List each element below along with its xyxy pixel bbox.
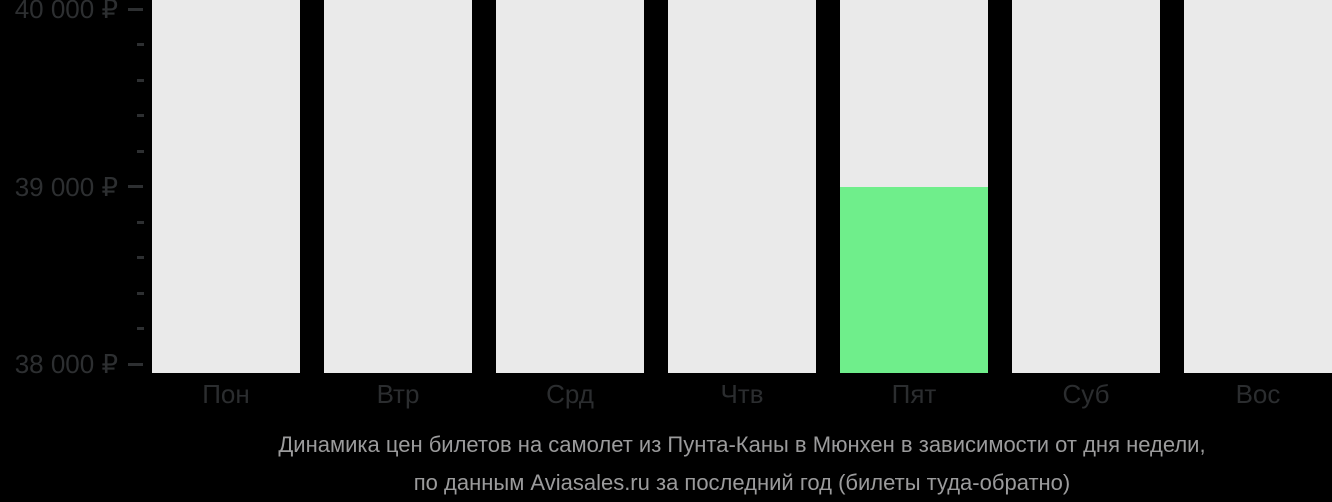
- x-axis-label-fri: Пят: [891, 379, 937, 409]
- y-minor-tick: [137, 327, 144, 330]
- bar-column-fri: Пят: [840, 0, 988, 408]
- bar-column-thu: Чтв: [668, 0, 816, 408]
- x-axis-label-sun: Вос: [1235, 379, 1281, 409]
- y-axis: 40 000 ₽ 39 000 ₽ 38 000 ₽: [0, 0, 152, 377]
- caption-line-2: по данным Aviasales.ru за последний год …: [413, 470, 1071, 495]
- y-minor-tick: [137, 114, 144, 117]
- y-major-tick: [128, 185, 143, 188]
- y-minor-tick: [137, 220, 144, 224]
- y-minor-tick: [137, 149, 144, 153]
- y-axis-label: 38 000 ₽: [14, 349, 118, 379]
- x-axis-label-thu: Чтв: [720, 379, 764, 409]
- bar-column-wed: Срд: [496, 0, 644, 408]
- price-bar-fri: [840, 186, 988, 373]
- y-minor-tick: [137, 291, 144, 295]
- column-background-sun: [1184, 0, 1332, 373]
- bar-column-sun: Вос: [1184, 0, 1332, 408]
- chart-caption: Динамика цен билетов на самолет из Пунта…: [152, 426, 1332, 502]
- x-axis-label-tue: Втр: [376, 379, 420, 409]
- plot-area: 40 000 ₽ 39 000 ₽ 38 000 ₽ Пон Втр Срд Чтв Пят…: [0, 0, 1332, 408]
- column-background-sat: [1012, 0, 1160, 373]
- column-background-wed: [496, 0, 644, 373]
- y-major-tick: [128, 7, 143, 11]
- x-axis-label-wed: Срд: [546, 379, 594, 409]
- column-background-mon: [152, 0, 300, 373]
- bar-column-tue: Втр: [324, 0, 472, 408]
- bar-column-sat: Суб: [1012, 0, 1160, 408]
- y-minor-tick: [137, 256, 144, 259]
- column-background-tue: [324, 0, 472, 373]
- column-background-thu: [668, 0, 816, 373]
- y-minor-tick: [137, 43, 144, 46]
- x-axis-label-sat: Суб: [1062, 379, 1110, 409]
- caption-line-1: Динамика цен билетов на самолет из Пунта…: [278, 432, 1206, 457]
- y-axis-label: 39 000 ₽: [14, 171, 118, 202]
- bar-column-mon: Пон: [152, 0, 300, 408]
- y-axis-label: 40 000 ₽: [14, 0, 118, 24]
- x-axis-label-mon: Пон: [202, 379, 250, 409]
- y-major-tick: [128, 362, 143, 366]
- y-minor-tick: [137, 78, 144, 82]
